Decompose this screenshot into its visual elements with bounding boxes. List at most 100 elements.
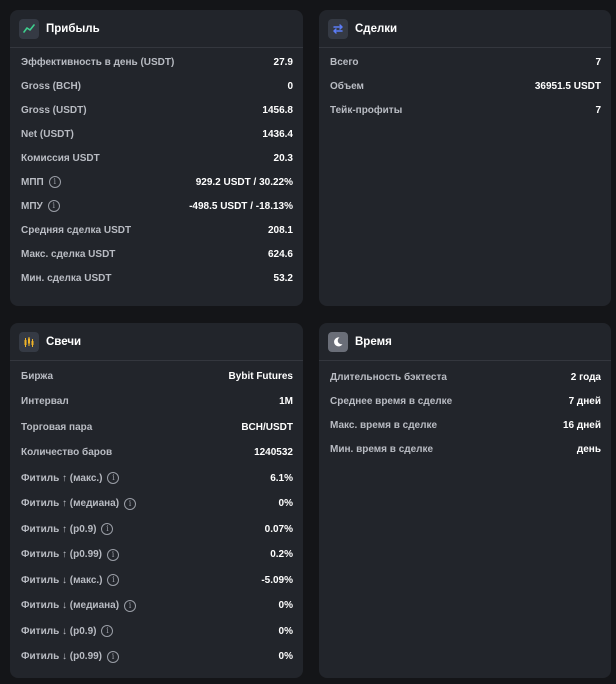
stat-label: Торговая пара [21,422,92,433]
stat-label-text: Интервал [21,396,69,408]
stat-label-text: Фитиль ↑ (p0.99) [21,549,103,561]
stat-value: 7 дней [568,395,601,407]
stat-label: Макс. время в сделке [330,420,437,431]
stat-label: Фитиль ↑ (медиана) i [21,497,137,510]
stat-value: 27.9 [273,56,293,68]
stat-row: Фитиль ↑ (медиана) i 0% [21,491,293,517]
stat-label-text: Эффективность в день (USDT) [21,56,175,68]
stat-label: Net (USDT) [21,129,74,140]
stat-label: Мин. время в сделке [330,444,433,455]
stat-value: 0% [278,600,293,612]
stat-value: 1240532 [254,447,293,459]
stat-label-text: Тейк-профиты [330,104,403,116]
stat-label-text: Всего [330,56,359,68]
time-rows: Длительность бэктеста 2 года Среднее время… [319,361,611,461]
stat-label-text: Макс. время в сделке [330,419,438,431]
stat-row: Gross (BCH) 0 [21,74,293,98]
stat-label: Gross (BCH) [21,81,81,92]
stat-label-text: Фитиль ↓ (макс.) [21,574,103,586]
stat-label: Тейк-профиты [330,105,402,116]
stat-row: Фитиль ↑ (p0.99) i 0.2% [21,542,293,568]
stat-label: Среднее время в сделке [330,396,452,407]
stat-value: Bybit Futures [228,370,293,382]
stat-label: Gross (USDT) [21,105,87,116]
stat-label: Фитиль ↑ (макс.) i [21,472,120,485]
stat-label: Фитиль ↓ (медиана) i [21,599,137,612]
stat-label-text: Объем [330,80,364,92]
stat-row: Фитиль ↓ (p0.99) i 0% [21,644,293,670]
stat-value: 1456.8 [262,104,293,116]
stat-row: Мин. сделка USDT 53.2 [21,266,293,290]
stat-label-text: Комиссия USDT [21,152,100,164]
stat-value: BCH/USDT [241,421,293,433]
stat-value: -498.5 USDT / -18.13% [189,200,293,212]
stat-label: Мин. сделка USDT [21,273,111,284]
stat-value: 0% [278,651,293,663]
stat-row: Фитиль ↓ (медиана) i 0% [21,593,293,619]
stat-label-text: Среднее время в сделке [330,395,453,407]
stat-label-text: Мин. сделка USDT [21,272,112,284]
trend-line-icon [19,18,39,39]
stat-value: 16 дней [563,419,601,431]
stat-label: Всего [330,57,359,68]
stat-label-text: Количество баров [21,447,113,459]
stat-row: Мин. время в сделке день [330,437,601,461]
stat-label: МПУ i [21,200,60,212]
info-icon[interactable]: i [124,599,137,612]
stat-row: Макс. время в сделке 16 дней [330,413,601,437]
time-card: Время Длительность бэктеста 2 года Среднее… [319,323,611,678]
info-icon[interactable]: i [48,176,61,188]
stat-label: Комиссия USDT [21,153,100,164]
info-icon[interactable]: i [101,625,114,638]
candles-card-title: Свечи [46,335,82,348]
profit-card: Прибыль Эффективность в день (USDT) 27.9 G… [10,10,303,306]
candlestick-icon [19,331,39,352]
stat-label-text: Фитиль ↑ (макс.) [21,472,103,484]
stat-value: -5.09% [261,574,293,586]
stat-value: 1M [279,396,293,408]
stat-label: Фитиль ↓ (макс.) i [21,574,120,587]
stat-label: Средняя сделка USDT [21,225,131,236]
stat-label-text: Торговая пара [21,421,93,433]
candles-rows: Биржа Bybit Futures Интервал 1M Торговая пар… [10,361,303,670]
stat-row: Объем 36951.5 USDT [330,74,601,98]
profit-rows: Эффективность в день (USDT) 27.9 Gross (BC… [10,48,303,290]
stat-label-text: Мин. время в сделке [330,443,434,455]
stat-label: Длительность бэктеста [330,372,447,383]
stat-label: Фитиль ↓ (p0.99) i [21,650,120,663]
stat-row: МПП i 929.2 USDT / 30.22% [21,170,293,194]
stat-label-text: Фитиль ↓ (p0.99) [21,651,103,663]
candles-card-header: Свечи [10,323,303,361]
stat-value: 1436.4 [262,128,293,140]
stat-label: Фитиль ↑ (p0.9) i [21,523,114,536]
stat-label-text: Длительность бэктеста [330,371,447,383]
trades-rows: Всего 7 Объем 36951.5 USDT Тейк-профиты 7 [319,48,611,122]
stat-label-text: Фитиль ↑ (p0.9) [21,523,97,535]
stat-label-text: Макс. сделка USDT [21,248,116,260]
profit-card-header: Прибыль [10,10,303,48]
stat-value: 0.07% [264,523,293,535]
stat-row: Интервал 1M [21,389,293,415]
stat-label-text: Средняя сделка USDT [21,224,132,236]
stat-row: Фитиль ↑ (p0.9) i 0.07% [21,517,293,543]
info-icon[interactable]: i [107,472,120,485]
stat-label-text: Net (USDT) [21,128,74,140]
stat-row: Биржа Bybit Futures [21,361,293,389]
stat-value: 929.2 USDT / 30.22% [195,176,293,188]
stat-label: Фитиль ↓ (p0.9) i [21,625,114,638]
info-icon[interactable]: i [107,650,120,663]
stat-label: МПП i [21,176,61,188]
stat-row: Торговая пара BCH/USDT [21,415,293,441]
info-icon[interactable]: i [124,497,137,510]
stat-row: Тейк-профиты 7 [330,98,601,122]
stat-label-text: Gross (USDT) [21,104,87,116]
info-icon[interactable]: i [101,523,114,536]
info-icon[interactable]: i [107,548,120,561]
stat-value: 0% [278,625,293,637]
stat-row: Фитиль ↓ (макс.) i -5.09% [21,568,293,594]
info-icon[interactable]: i [107,574,120,587]
stat-value: 53.2 [273,272,293,284]
moon-icon [328,331,348,352]
stat-label-text: МПУ [21,200,43,212]
info-icon[interactable]: i [47,200,60,212]
